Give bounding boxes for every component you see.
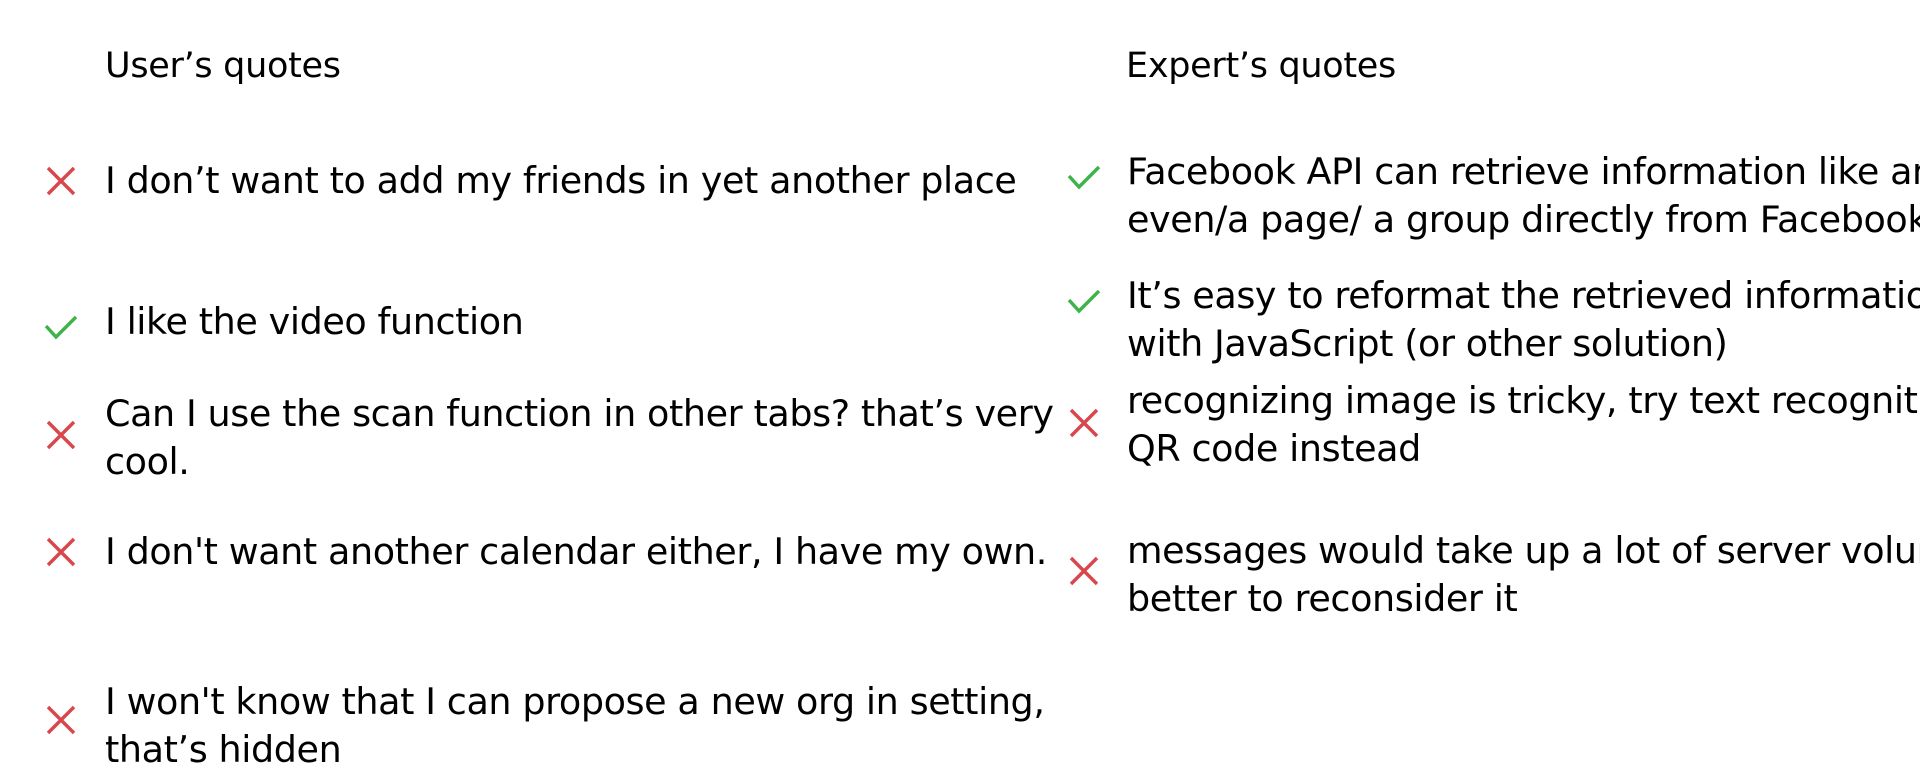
- cross-icon: [43, 702, 79, 738]
- user-quote-line: I like the video function: [105, 300, 524, 343]
- user-quote-line: I don't want another calendar either, I …: [105, 530, 1047, 573]
- expert-quote-line: Facebook API can retrieve information li…: [1127, 150, 1920, 193]
- cross-icon: [43, 163, 79, 199]
- expert-quote-text: Facebook API can retrieve information li…: [1127, 148, 1920, 244]
- expert-quote-text: It’s easy to reformat the retrieved info…: [1127, 272, 1920, 368]
- user-quote-line: I won't know that I can propose a new or…: [105, 680, 1045, 723]
- expert-quote-line: better to reconsider it: [1127, 577, 1518, 620]
- expert-quotes-column: Expert’s quotes Facebook API can retriev…: [1060, 0, 1920, 762]
- expert-quote-line: with JavaScript (or other solution): [1127, 322, 1728, 365]
- expert-quote-text: messages would take up a lot of server v…: [1127, 527, 1920, 623]
- expert-quote-line: messages would take up a lot of server v…: [1127, 529, 1920, 572]
- expert-quote-line: even/a page/ a group directly from Faceb…: [1127, 198, 1920, 241]
- cross-icon: [1066, 405, 1102, 441]
- expert-quotes-title: Expert’s quotes: [1126, 46, 1396, 86]
- user-quote-text: I don't want another calendar either, I …: [105, 528, 1047, 576]
- user-quote-line: cool.: [105, 440, 190, 483]
- expert-quote-line: recognizing image is tricky, try text re…: [1127, 379, 1920, 422]
- cross-icon: [43, 534, 79, 570]
- check-icon: [1066, 158, 1102, 194]
- user-quote-line: Can I use the scan function in other tab…: [105, 392, 1054, 435]
- cross-icon: [43, 417, 79, 453]
- expert-quote-text: recognizing image is tricky, try text re…: [1127, 377, 1920, 473]
- user-quote-text: I like the video function: [105, 298, 524, 346]
- user-quote-text: I won't know that I can propose a new or…: [105, 678, 1045, 774]
- user-quote-line: that’s hidden: [105, 728, 342, 771]
- cross-icon: [1066, 553, 1102, 589]
- expert-quote-line: It’s easy to reformat the retrieved info…: [1127, 274, 1920, 317]
- user-quotes-title: User’s quotes: [105, 46, 341, 86]
- user-quote-text: I don’t want to add my friends in yet an…: [105, 157, 1017, 205]
- check-icon: [1066, 282, 1102, 318]
- user-quote-text: Can I use the scan function in other tab…: [105, 390, 1054, 486]
- user-quote-line: I don’t want to add my friends in yet an…: [105, 159, 1017, 202]
- user-quotes-column: User’s quotes I don’t want to add my fri…: [43, 46, 1054, 771]
- expert-quote-line: QR code instead: [1127, 427, 1421, 470]
- check-icon: [43, 308, 79, 344]
